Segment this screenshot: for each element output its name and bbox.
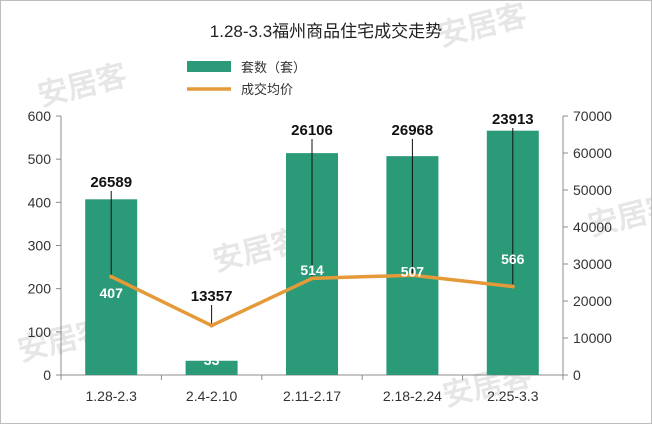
leader-lines: [110, 128, 514, 326]
x-tick-label: 2.18-2.24: [383, 388, 442, 404]
legend-label-line: 成交均价: [241, 82, 293, 98]
right-tick-label: 70000: [573, 108, 612, 124]
line-point: [410, 273, 415, 278]
left-tick-label: 0: [43, 367, 51, 383]
watermark-text: 安居客: [34, 58, 130, 114]
bar-value-label: 514: [300, 262, 324, 278]
left-tick-label: 400: [28, 194, 52, 210]
legend: 套数（套） 成交均价: [187, 60, 306, 98]
bar-value-label: 507: [401, 264, 425, 280]
bar: [185, 360, 238, 375]
x-tick-label: 2.4-2.10: [186, 388, 238, 404]
line-point: [109, 274, 114, 279]
line-series: [109, 273, 515, 328]
right-tick-label: 50000: [573, 182, 612, 198]
right-tick-label: 20000: [573, 293, 612, 309]
x-tick-label: 2.25-3.3: [487, 388, 539, 404]
left-tick-label: 600: [28, 108, 52, 124]
line-value-label: 23913: [492, 111, 534, 128]
axes: 0 100 200 300 400 500 600 0 10000 20000 30000 40000…: [28, 108, 613, 404]
watermark-text: 安居客: [434, 1, 530, 54]
line-value-label: 26106: [291, 122, 333, 139]
bar-value-label: 566: [501, 251, 525, 267]
left-tick-label: 300: [28, 238, 52, 254]
right-tick-label: 10000: [573, 330, 612, 346]
right-tick-label: 30000: [573, 256, 612, 272]
line-point: [310, 276, 314, 281]
right-tick-label: 40000: [573, 219, 612, 235]
x-tick-label: 1.28-2.3: [86, 388, 138, 404]
legend-label-bar: 套数（套）: [241, 60, 306, 76]
line-value-label: 26968: [392, 122, 434, 139]
right-tick-label: 60000: [573, 145, 612, 161]
bar-value-label: 33: [204, 352, 220, 368]
line-point: [510, 284, 515, 289]
line-value-label: 13357: [191, 288, 233, 305]
right-tick-label: 0: [573, 367, 581, 383]
chart-title: 1.28-3.3福州商品住宅成交走势: [210, 22, 442, 41]
left-tick-label: 500: [28, 151, 52, 167]
legend-swatch-bar: [187, 61, 231, 72]
bar-value-label: 407: [100, 285, 124, 301]
data-labels: 407 33 514 507 566 26589 13357 26106 26968 23913: [90, 111, 533, 368]
left-tick-label: 100: [28, 324, 52, 340]
x-tick-label: 2.11-2.17: [283, 388, 341, 404]
left-tick-label: 200: [28, 281, 52, 297]
line-point: [209, 323, 214, 328]
line-value-label: 26589: [90, 174, 132, 191]
